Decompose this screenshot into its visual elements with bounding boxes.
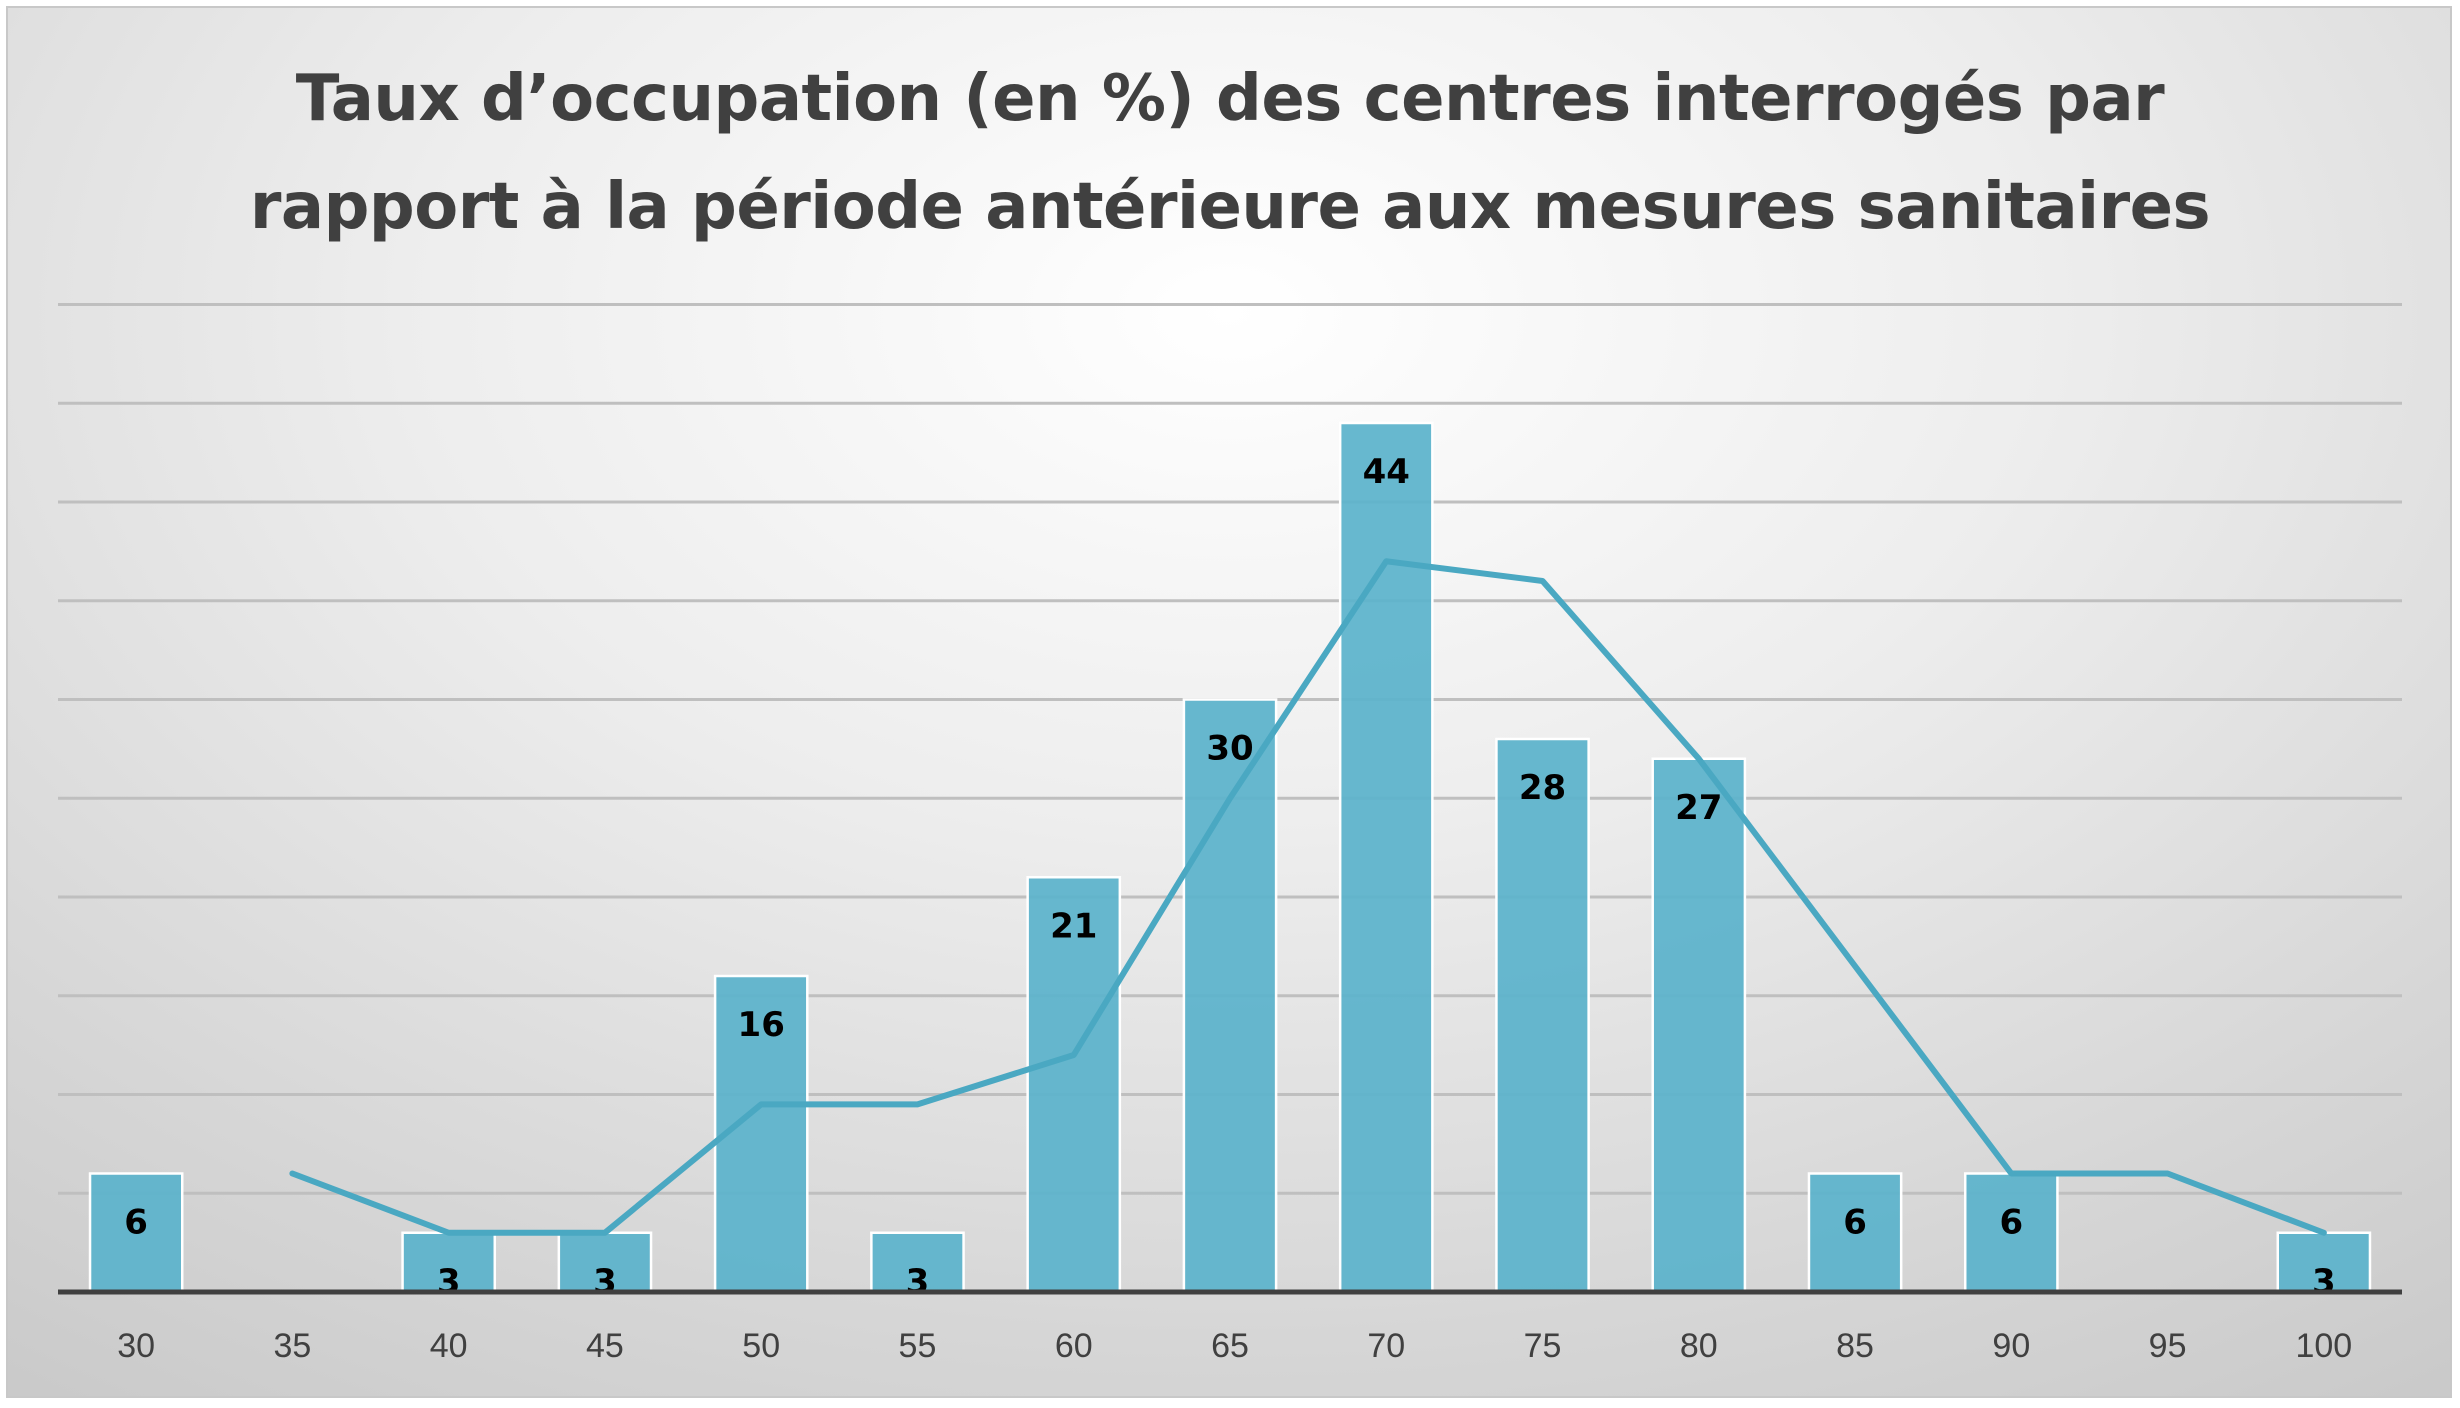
bar bbox=[2276, 1231, 2372, 1294]
chart-title: Taux d’occupation (en %) des centres int… bbox=[249, 62, 2211, 244]
data-label: 30 bbox=[1206, 729, 1253, 769]
bar bbox=[713, 974, 809, 1294]
x-tick-label: 50 bbox=[742, 1327, 780, 1365]
x-tick-label: 65 bbox=[1211, 1327, 1249, 1365]
x-tick-label: 45 bbox=[586, 1327, 624, 1365]
bar bbox=[1338, 421, 1434, 1294]
x-axis: 30 35 40 45 50 55 60 65 70 75 80 85 90 95 100 bbox=[58, 1289, 2402, 1365]
x-tick-label: 55 bbox=[899, 1327, 937, 1365]
bar bbox=[870, 1231, 965, 1294]
data-label: 27 bbox=[1675, 788, 1722, 828]
bar bbox=[1963, 1172, 2059, 1294]
bar bbox=[1651, 757, 1747, 1294]
x-tick-label: 100 bbox=[2295, 1327, 2352, 1365]
x-tick-label: 40 bbox=[430, 1327, 468, 1365]
trend-line bbox=[289, 558, 2327, 1236]
x-tick-label: 30 bbox=[117, 1327, 155, 1365]
bar-series bbox=[88, 421, 2372, 1294]
x-tick-label: 75 bbox=[1524, 1327, 1562, 1365]
bar bbox=[1807, 1172, 1903, 1294]
data-label: 44 bbox=[1363, 452, 1410, 492]
x-tick-label: 85 bbox=[1836, 1327, 1874, 1365]
x-tick-label: 90 bbox=[1992, 1327, 2030, 1365]
data-label: 3 bbox=[593, 1262, 617, 1302]
x-tick-label: 95 bbox=[2149, 1327, 2187, 1365]
x-tick-label: 60 bbox=[1055, 1327, 1093, 1365]
data-label: 6 bbox=[1843, 1203, 1867, 1243]
bar bbox=[1495, 737, 1590, 1294]
bar bbox=[88, 1172, 184, 1294]
data-label: 3 bbox=[437, 1262, 461, 1302]
bar bbox=[401, 1231, 497, 1294]
trend-line-series bbox=[289, 558, 2327, 1236]
data-label: 16 bbox=[738, 1005, 785, 1045]
data-label: 3 bbox=[906, 1262, 930, 1302]
data-label: 3 bbox=[2312, 1262, 2336, 1302]
data-label: 6 bbox=[1999, 1203, 2023, 1243]
x-tick-label: 80 bbox=[1680, 1327, 1718, 1365]
bar bbox=[557, 1231, 653, 1294]
grid-lines bbox=[58, 303, 2402, 1195]
bar bbox=[1182, 698, 1278, 1294]
data-label: 21 bbox=[1050, 906, 1097, 946]
data-label: 28 bbox=[1519, 768, 1566, 808]
x-tick-label: 70 bbox=[1367, 1327, 1405, 1365]
x-tick-label: 35 bbox=[273, 1327, 311, 1365]
bar bbox=[1026, 876, 1122, 1294]
data-label: 6 bbox=[124, 1203, 148, 1243]
